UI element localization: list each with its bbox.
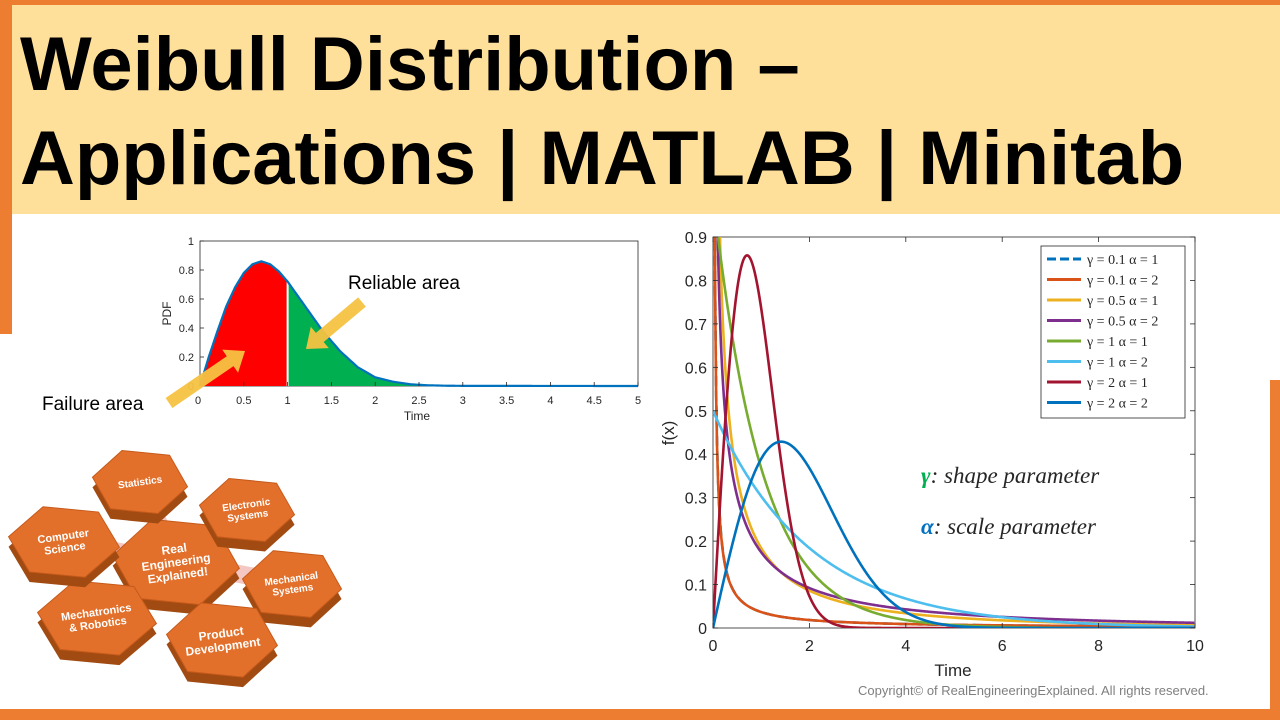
x-tick-label: 2 bbox=[805, 638, 814, 655]
title-banner: Weibull Distribution – Applications | MA… bbox=[12, 5, 1280, 214]
failure-area-label: Failure area bbox=[42, 394, 144, 415]
shape-text: : shape parameter bbox=[931, 463, 1101, 488]
x-tick-label: 4 bbox=[901, 638, 910, 655]
y-tick-label: 0.2 bbox=[685, 534, 707, 551]
x-tick-label: 0 bbox=[709, 638, 718, 655]
hex-computer-science bbox=[7, 506, 121, 578]
reliable-area-label: Reliable area bbox=[348, 273, 460, 294]
y-axis-label: f(x) bbox=[659, 421, 678, 446]
hex-label-line: Science bbox=[44, 540, 87, 558]
series-line-7 bbox=[713, 440, 1195, 628]
scale-text: : scale parameter bbox=[934, 514, 1097, 539]
title-line-2: Applications | MATLAB | Minitab bbox=[20, 116, 1185, 201]
y-tick-label: 0.3 bbox=[685, 491, 707, 508]
applications-hexagon-cluster: RealEngineeringExplained!StatisticsElect… bbox=[7, 449, 343, 688]
right-accent-bar bbox=[1270, 380, 1280, 720]
x-tick-label: 2 bbox=[372, 395, 378, 407]
shape-parameter-note: γ: shape parameter bbox=[921, 463, 1100, 488]
failure-area bbox=[200, 261, 288, 386]
legend-entry: γ = 0.1 α = 2 bbox=[1086, 274, 1158, 289]
y-tick-label: 0.6 bbox=[685, 360, 707, 377]
title-line-1: Weibull Distribution – bbox=[20, 22, 800, 107]
x-tick-label: 1 bbox=[285, 395, 291, 407]
y-tick-label: 0.6 bbox=[179, 294, 194, 306]
top-accent-bar bbox=[0, 0, 1280, 5]
hex-computer-science-label: ComputerScience bbox=[37, 527, 93, 558]
hex-mechatronics-robotics bbox=[36, 580, 158, 656]
y-axis-label: PDF bbox=[160, 302, 174, 326]
y-tick-label: 0.9 bbox=[685, 230, 707, 247]
hex-product-development bbox=[165, 602, 279, 678]
x-tick-label: 10 bbox=[1186, 638, 1204, 655]
reliable-arrow bbox=[306, 297, 366, 349]
y-tick-label: 0.1 bbox=[685, 578, 707, 595]
legend-entry: γ = 2 α = 1 bbox=[1086, 376, 1148, 391]
x-tick-label: 4 bbox=[547, 395, 553, 407]
left-accent-bar bbox=[0, 0, 12, 334]
x-tick-label: 3 bbox=[460, 395, 466, 407]
x-tick-label: 0 bbox=[195, 395, 201, 407]
failure-arrow bbox=[165, 349, 245, 408]
y-tick-label: 1 bbox=[188, 236, 194, 248]
x-tick-label: 8 bbox=[1094, 638, 1103, 655]
x-axis-label: Time bbox=[934, 661, 971, 680]
series-group bbox=[713, 237, 1195, 628]
legend-entry: γ = 1 α = 1 bbox=[1086, 335, 1148, 350]
x-tick-label: 5 bbox=[635, 395, 641, 407]
x-axis-label: Time bbox=[404, 409, 431, 423]
hex-statistics bbox=[91, 449, 189, 515]
y-tick-label: 0.4 bbox=[685, 447, 707, 464]
bottom-accent-bar bbox=[0, 709, 1280, 720]
scale-parameter-note: α: scale parameter bbox=[921, 514, 1097, 539]
hex-label-line: Product bbox=[198, 624, 245, 644]
x-tick-label: 2.5 bbox=[411, 395, 426, 407]
y-tick-label: 0 bbox=[698, 621, 707, 638]
legend-entry: γ = 1 α = 2 bbox=[1086, 356, 1148, 371]
legend-entry: γ = 0.1 α = 1 bbox=[1086, 253, 1158, 268]
y-tick-label: 0.8 bbox=[685, 273, 707, 290]
series-line-6 bbox=[713, 253, 1195, 628]
y-tick-label: 0.8 bbox=[179, 265, 194, 277]
shape-symbol: γ bbox=[921, 463, 931, 488]
x-tick-label: 0.5 bbox=[236, 395, 251, 407]
y-tick-label: 0.2 bbox=[179, 352, 194, 364]
y-tick-label: 0.5 bbox=[685, 404, 707, 421]
x-tick-label: 4.5 bbox=[587, 395, 602, 407]
legend-box bbox=[1040, 245, 1186, 419]
x-tick-label: 3.5 bbox=[499, 395, 514, 407]
y-tick-label: 0.7 bbox=[685, 317, 707, 334]
copyright-notice: Copyright© of RealEngineeringExplained. … bbox=[858, 683, 1209, 698]
hex-label-line: Real bbox=[161, 540, 188, 557]
x-tick-label: 1.5 bbox=[324, 395, 339, 407]
x-tick-label: 6 bbox=[998, 638, 1007, 655]
y-tick-label: 0.4 bbox=[179, 323, 194, 335]
reliable-area bbox=[287, 281, 638, 386]
legend-entry: γ = 0.5 α = 2 bbox=[1086, 315, 1158, 330]
hex-mechanical-systems bbox=[241, 550, 343, 618]
hex-electronic-systems bbox=[198, 477, 296, 543]
legend-entry: γ = 2 α = 2 bbox=[1086, 397, 1148, 412]
scale-symbol: α bbox=[921, 514, 935, 539]
series-line-3 bbox=[716, 237, 1195, 625]
legend-entry: γ = 0.5 α = 1 bbox=[1086, 294, 1158, 309]
